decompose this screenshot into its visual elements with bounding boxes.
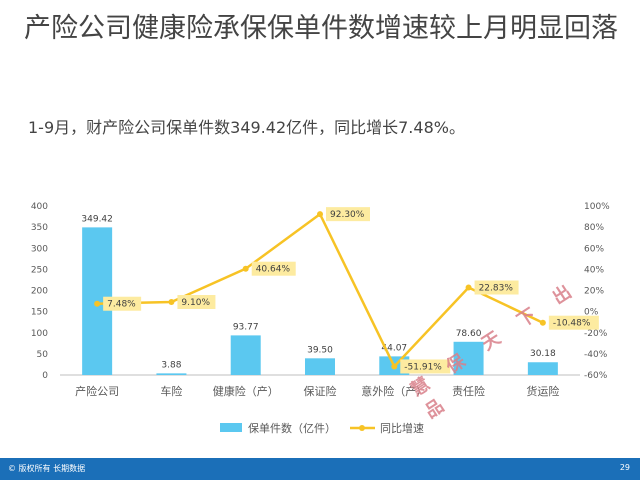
y-left-tick-label: 300 [31,244,48,254]
y-right-tick-label: 40% [584,265,604,275]
line-label-bg [548,315,599,330]
y-left-tick-label: 350 [31,223,48,233]
legend-label-line: 同比增速 [380,421,424,435]
line-label-bg [474,280,519,295]
y-right-tick-label: 100% [584,202,610,212]
y-left-tick-label: 150 [31,308,48,318]
bar-value-label: 93.77 [233,322,259,332]
legend-marker-line [359,425,365,431]
x-tick-label: 责任险 [452,384,485,398]
line-label-bg [400,359,451,374]
bar-value-label: 44.07 [381,343,407,353]
y-right-tick-label: 60% [584,244,604,254]
line-point [94,300,101,307]
bar [453,341,484,375]
line-label-bg [103,296,142,311]
y-left-tick-label: 50 [37,350,49,360]
page-subtitle: 1-9月，财产险公司保单件数349.42亿件，同比增长7.48%。 [28,118,465,137]
x-tick-label: 产险公司 [75,384,119,398]
line-value-label: 9.10% [181,298,210,308]
line-label-bg [326,207,370,222]
legend-label-bar: 保单件数（亿件） [248,421,336,435]
bar-value-label: 39.50 [307,345,333,355]
footer-copyright: © 版权所有 长期数据 [8,464,86,473]
y-left-tick-label: 200 [31,287,48,297]
line-point [391,363,398,370]
page-number: 29 [619,463,630,472]
legend-swatch-bar [220,423,242,432]
line-point [317,211,323,218]
bar-value-label: 349.42 [81,214,113,224]
y-right-tick-label: -40% [584,350,608,360]
line-label-bg [251,261,296,276]
y-right-tick-label: -20% [584,329,608,339]
bar [527,362,558,375]
page-title: 产险公司健康险承保保单件数增速较上月明显回落 [24,13,618,44]
y-right-tick-label: 20% [584,287,604,297]
line-value-label: -10.48% [553,319,591,329]
y-left-tick-label: 250 [31,265,48,275]
line-value-label: 40.64% [256,265,291,275]
y-right-tick-label: 0% [584,308,599,318]
line-point [242,265,249,272]
y-left-tick-label: 100 [31,329,48,339]
bar-value-label: 3.88 [161,360,181,370]
y-left-tick-label: 400 [31,202,48,212]
x-tick-label: 健康险（产） [213,384,279,398]
line-value-label: 92.30% [330,210,365,220]
y-right-tick-label: -60% [584,371,608,381]
x-tick-label: 保证险 [304,384,337,398]
line-label-bg [177,295,216,310]
line-value-label: 7.48% [107,300,136,310]
line-value-label: -51.91% [404,362,442,372]
bar-value-label: 30.18 [530,349,556,359]
bar [305,358,335,375]
bar [230,335,261,375]
x-tick-label: 货运险 [526,384,559,398]
footer-bar: © 版权所有 长期数据 29 [0,458,640,480]
y-left-tick-label: 0 [42,371,48,381]
line-point [168,299,175,306]
line-value-label: 22.83% [479,284,514,294]
combo-chart: 0 50 100 150 200 250 300 350 400 -60% -40% -20% 0% 20… [31,202,610,435]
line-point [465,284,472,291]
x-tick-label: 车险 [160,384,182,398]
bar-value-label: 78.60 [456,329,482,339]
bar [156,373,187,375]
line-point [539,319,546,326]
x-tick-label: 意外险（产） [361,384,427,398]
y-right-tick-label: 80% [584,223,604,233]
